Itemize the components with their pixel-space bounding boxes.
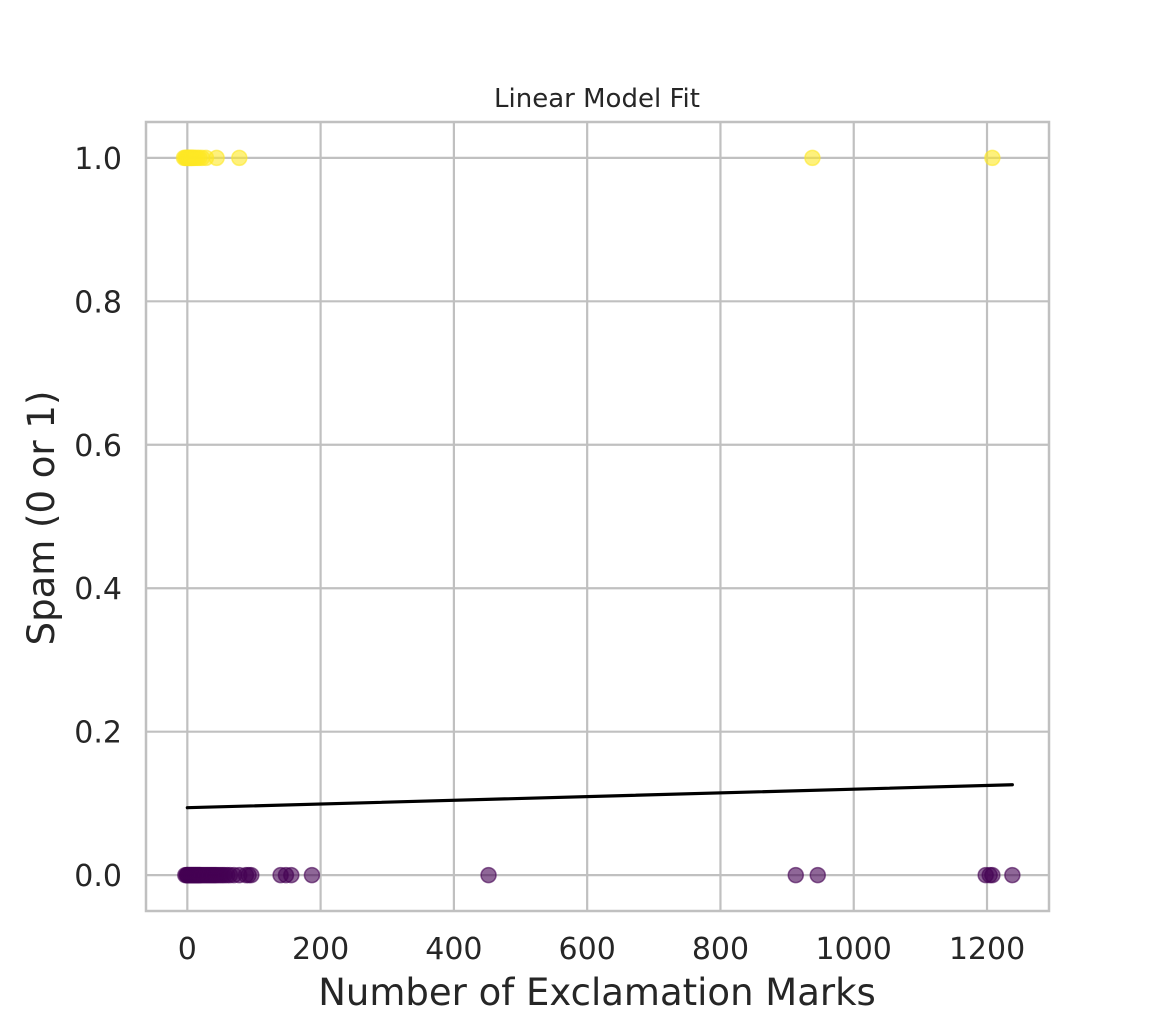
spam-point [984,149,1001,167]
y-axis-label: Spam (0 or 1) [20,391,63,646]
spam-point [804,149,821,167]
spam-point [231,149,248,167]
y-tick-label: 0.6 [74,429,122,464]
not-spam-point [303,866,321,884]
x-axis-label: Number of Exclamation Marks [318,971,876,1014]
chart-title: Linear Model Fit [494,84,700,114]
x-tick-label: 1200 [949,932,1025,967]
y-tick-label: 1.0 [74,142,122,177]
y-tick-labels: 0.0 0.2 0.4 0.6 0.8 1.0 [74,142,122,894]
data-points [175,149,1021,884]
not-spam-point [787,866,805,884]
plot-frame [144,120,1051,913]
x-tick-label: 1000 [816,932,892,967]
x-tick-label: 600 [559,932,616,967]
not-spam-point [809,866,827,884]
not-spam-point [1004,866,1021,884]
linear-fit-line [185,783,1014,810]
not-spam-point [243,866,260,884]
x-tick-label: 0 [178,932,197,967]
y-tick-label: 0.0 [74,859,122,894]
fit-line-group [185,783,1014,810]
not-spam-point [480,866,497,884]
spam-point [208,149,225,167]
x-tick-label: 200 [292,932,349,967]
x-tick-label: 400 [425,932,482,967]
y-tick-label: 0.4 [74,572,122,607]
x-tick-label: 800 [692,932,749,967]
not-spam-point [283,866,300,884]
grid [146,122,1049,911]
not-spam-point [984,866,1001,884]
x-tick-labels: 0 200 400 600 800 1000 1200 [178,932,1025,967]
y-tick-label: 0.8 [74,285,122,320]
y-tick-label: 0.2 [74,716,122,751]
